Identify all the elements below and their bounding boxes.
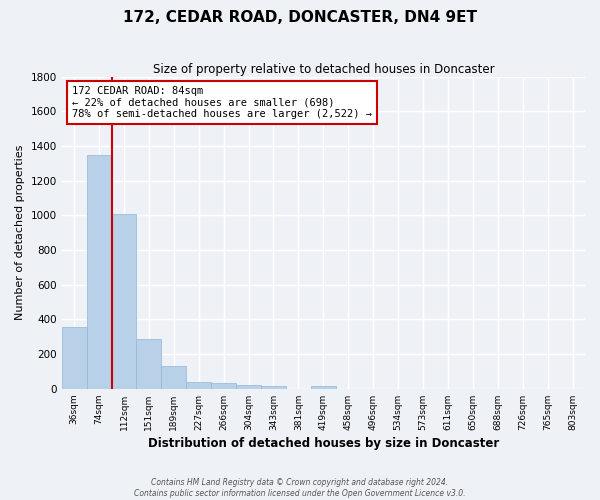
X-axis label: Distribution of detached houses by size in Doncaster: Distribution of detached houses by size … <box>148 437 499 450</box>
Y-axis label: Number of detached properties: Number of detached properties <box>15 145 25 320</box>
Bar <box>136 338 161 389</box>
Bar <box>311 386 336 389</box>
Bar <box>86 154 112 389</box>
Text: 172, CEDAR ROAD, DONCASTER, DN4 9ET: 172, CEDAR ROAD, DONCASTER, DN4 9ET <box>123 10 477 25</box>
Bar <box>236 386 261 389</box>
Text: Contains HM Land Registry data © Crown copyright and database right 2024.
Contai: Contains HM Land Registry data © Crown c… <box>134 478 466 498</box>
Bar <box>62 328 86 389</box>
Bar <box>211 382 236 389</box>
Bar <box>161 366 186 389</box>
Bar <box>186 382 211 389</box>
Text: 172 CEDAR ROAD: 84sqm
← 22% of detached houses are smaller (698)
78% of semi-det: 172 CEDAR ROAD: 84sqm ← 22% of detached … <box>72 86 372 119</box>
Bar <box>261 386 286 389</box>
Title: Size of property relative to detached houses in Doncaster: Size of property relative to detached ho… <box>152 62 494 76</box>
Bar <box>112 214 136 389</box>
